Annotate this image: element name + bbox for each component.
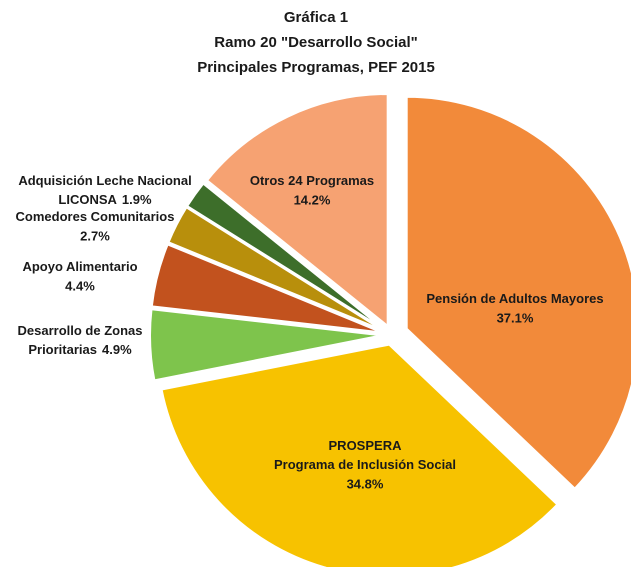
pie-slice <box>405 95 631 490</box>
pie-slice <box>149 308 383 382</box>
slice-label: Comedores Comunitarios <box>16 209 175 224</box>
slice-name: PROSPERA <box>329 438 403 453</box>
chart-title: Principales Programas, PEF 2015 <box>197 59 435 76</box>
pie-slice <box>205 92 389 329</box>
chart-title: Ramo 20 "Desarrollo Social" <box>214 34 417 51</box>
slice-name: Comedores Comunitarios <box>16 209 175 224</box>
slice-label: Desarrollo de Zonas <box>18 323 143 338</box>
slice-label: Apoyo Alimentario <box>22 259 137 274</box>
pie-slice <box>150 243 383 334</box>
slice-value: 34.8% <box>347 476 384 491</box>
slice-label: Programa de Inclusión Social <box>274 457 456 472</box>
pie-slice <box>160 343 559 567</box>
slice-name: Adquisición Leche Nacional <box>18 173 191 188</box>
slice-name: Prioritarias <box>28 342 97 357</box>
pie-slice <box>167 205 384 332</box>
slice-value: 4.9% <box>102 342 132 357</box>
slice-name: Pensión de Adultos Mayores <box>426 291 603 306</box>
slice-value: 14.2% <box>294 192 331 207</box>
slice-label: LICONSA 1.9% <box>58 192 152 207</box>
slice-name: Otros 24 Programas <box>250 173 374 188</box>
slice-label: Prioritarias 4.9% <box>28 342 132 357</box>
slice-name: Desarrollo de Zonas <box>18 323 143 338</box>
slice-name: LICONSA <box>58 192 117 207</box>
slice-name: Programa de Inclusión Social <box>274 457 456 472</box>
slice-label: Adquisición Leche Nacional <box>18 173 191 188</box>
slice-label: Pensión de Adultos Mayores <box>426 291 603 306</box>
slice-value: 2.7% <box>80 228 110 243</box>
slice-label: Otros 24 Programas <box>250 173 374 188</box>
slice-value: 1.9% <box>122 192 152 207</box>
pie-slice <box>185 182 385 331</box>
slice-label: PROSPERA <box>329 438 403 453</box>
chart-title: Gráfica 1 <box>284 9 348 26</box>
slice-name: Apoyo Alimentario <box>22 259 137 274</box>
slice-value: 4.4% <box>65 278 95 293</box>
slice-value: 37.1% <box>497 310 534 325</box>
